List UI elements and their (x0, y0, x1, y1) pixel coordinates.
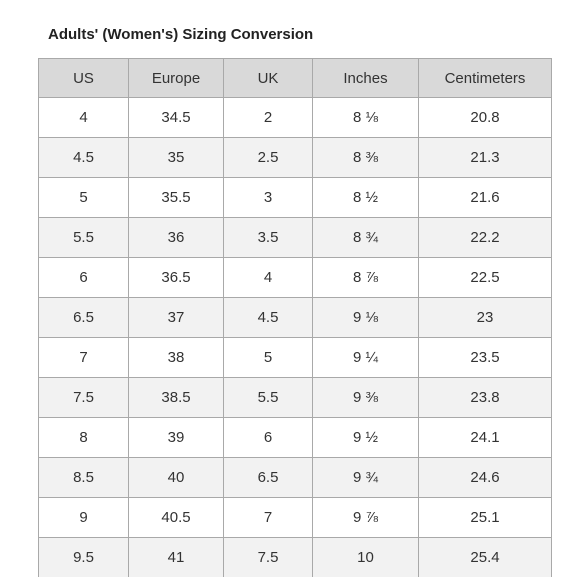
cell-us: 9 (38, 497, 129, 538)
table-row: 4.5 35 2.5 8 ⅜ 21.3 (38, 137, 552, 178)
cell-us: 9.5 (38, 537, 129, 577)
cell-europe: 36 (128, 217, 224, 258)
table-title: Adults' (Women's) Sizing Conversion (48, 26, 314, 43)
table-row: 8.5 40 6.5 9 ¾ 24.6 (38, 457, 552, 498)
cell-centimeters: 20.8 (418, 97, 552, 138)
cell-uk: 6.5 (223, 457, 313, 498)
table-row: 4 34.5 2 8 ⅛ 20.8 (38, 97, 552, 138)
cell-centimeters: 23.5 (418, 337, 552, 378)
cell-inches: 10 (312, 537, 419, 577)
cell-europe: 41 (128, 537, 224, 577)
table-row: 6.5 37 4.5 9 ⅛ 23 (38, 297, 552, 338)
column-header-europe: Europe (128, 58, 224, 98)
cell-europe: 39 (128, 417, 224, 458)
cell-centimeters: 23.8 (418, 377, 552, 418)
cell-europe: 40 (128, 457, 224, 498)
cell-us: 6.5 (38, 297, 129, 338)
cell-europe: 37 (128, 297, 224, 338)
cell-europe: 38.5 (128, 377, 224, 418)
cell-centimeters: 24.1 (418, 417, 552, 458)
table-row: 9.5 41 7.5 10 25.4 (38, 537, 552, 577)
cell-uk: 7.5 (223, 537, 313, 577)
column-header-inches: Inches (312, 58, 419, 98)
cell-centimeters: 25.1 (418, 497, 552, 538)
table-header: US Europe UK Inches Centimeters (38, 58, 552, 98)
table-row: 6 36.5 4 8 ⅞ 22.5 (38, 257, 552, 298)
cell-centimeters: 21.6 (418, 177, 552, 218)
cell-us: 8 (38, 417, 129, 458)
cell-inches: 8 ⅜ (312, 137, 419, 178)
cell-europe: 35 (128, 137, 224, 178)
cell-uk: 4 (223, 257, 313, 298)
cell-centimeters: 22.5 (418, 257, 552, 298)
cell-inches: 9 ½ (312, 417, 419, 458)
cell-centimeters: 25.4 (418, 537, 552, 577)
cell-uk: 2.5 (223, 137, 313, 178)
cell-uk: 5.5 (223, 377, 313, 418)
table-row: 7 38 5 9 ¼ 23.5 (38, 337, 552, 378)
cell-inches: 9 ⅛ (312, 297, 419, 338)
cell-europe: 40.5 (128, 497, 224, 538)
header-row: US Europe UK Inches Centimeters (38, 58, 552, 98)
table-row: 7.5 38.5 5.5 9 ⅜ 23.8 (38, 377, 552, 418)
cell-europe: 35.5 (128, 177, 224, 218)
cell-us: 4 (38, 97, 129, 138)
table-row: 9 40.5 7 9 ⅞ 25.1 (38, 497, 552, 538)
cell-uk: 7 (223, 497, 313, 538)
cell-centimeters: 21.3 (418, 137, 552, 178)
cell-inches: 9 ⅞ (312, 497, 419, 538)
cell-uk: 6 (223, 417, 313, 458)
cell-uk: 5 (223, 337, 313, 378)
cell-uk: 4.5 (223, 297, 313, 338)
cell-centimeters: 23 (418, 297, 552, 338)
column-header-us: US (38, 58, 129, 98)
cell-inches: 8 ⅞ (312, 257, 419, 298)
cell-us: 7 (38, 337, 129, 378)
table-row: 8 39 6 9 ½ 24.1 (38, 417, 552, 458)
cell-us: 5.5 (38, 217, 129, 258)
cell-inches: 9 ¾ (312, 457, 419, 498)
cell-uk: 3.5 (223, 217, 313, 258)
table-row: 5 35.5 3 8 ½ 21.6 (38, 177, 552, 218)
cell-us: 8.5 (38, 457, 129, 498)
cell-centimeters: 22.2 (418, 217, 552, 258)
cell-inches: 8 ⅛ (312, 97, 419, 138)
cell-uk: 3 (223, 177, 313, 218)
sizing-conversion-table: US Europe UK Inches Centimeters 4 34.5 2 8 … (38, 58, 552, 577)
cell-us: 6 (38, 257, 129, 298)
cell-us: 4.5 (38, 137, 129, 178)
column-header-centimeters: Centimeters (418, 58, 552, 98)
table-row: 5.5 36 3.5 8 ¾ 22.2 (38, 217, 552, 258)
cell-inches: 8 ¾ (312, 217, 419, 258)
cell-uk: 2 (223, 97, 313, 138)
cell-europe: 38 (128, 337, 224, 378)
table-body: 4 34.5 2 8 ⅛ 20.8 4.5 35 2.5 8 ⅜ 21.3 5 35.5 3 8 ½ 21.… (38, 97, 552, 577)
cell-europe: 34.5 (128, 97, 224, 138)
cell-centimeters: 24.6 (418, 457, 552, 498)
column-header-uk: UK (223, 58, 313, 98)
cell-us: 7.5 (38, 377, 129, 418)
cell-inches: 9 ¼ (312, 337, 419, 378)
cell-inches: 9 ⅜ (312, 377, 419, 418)
cell-europe: 36.5 (128, 257, 224, 298)
cell-us: 5 (38, 177, 129, 218)
cell-inches: 8 ½ (312, 177, 419, 218)
